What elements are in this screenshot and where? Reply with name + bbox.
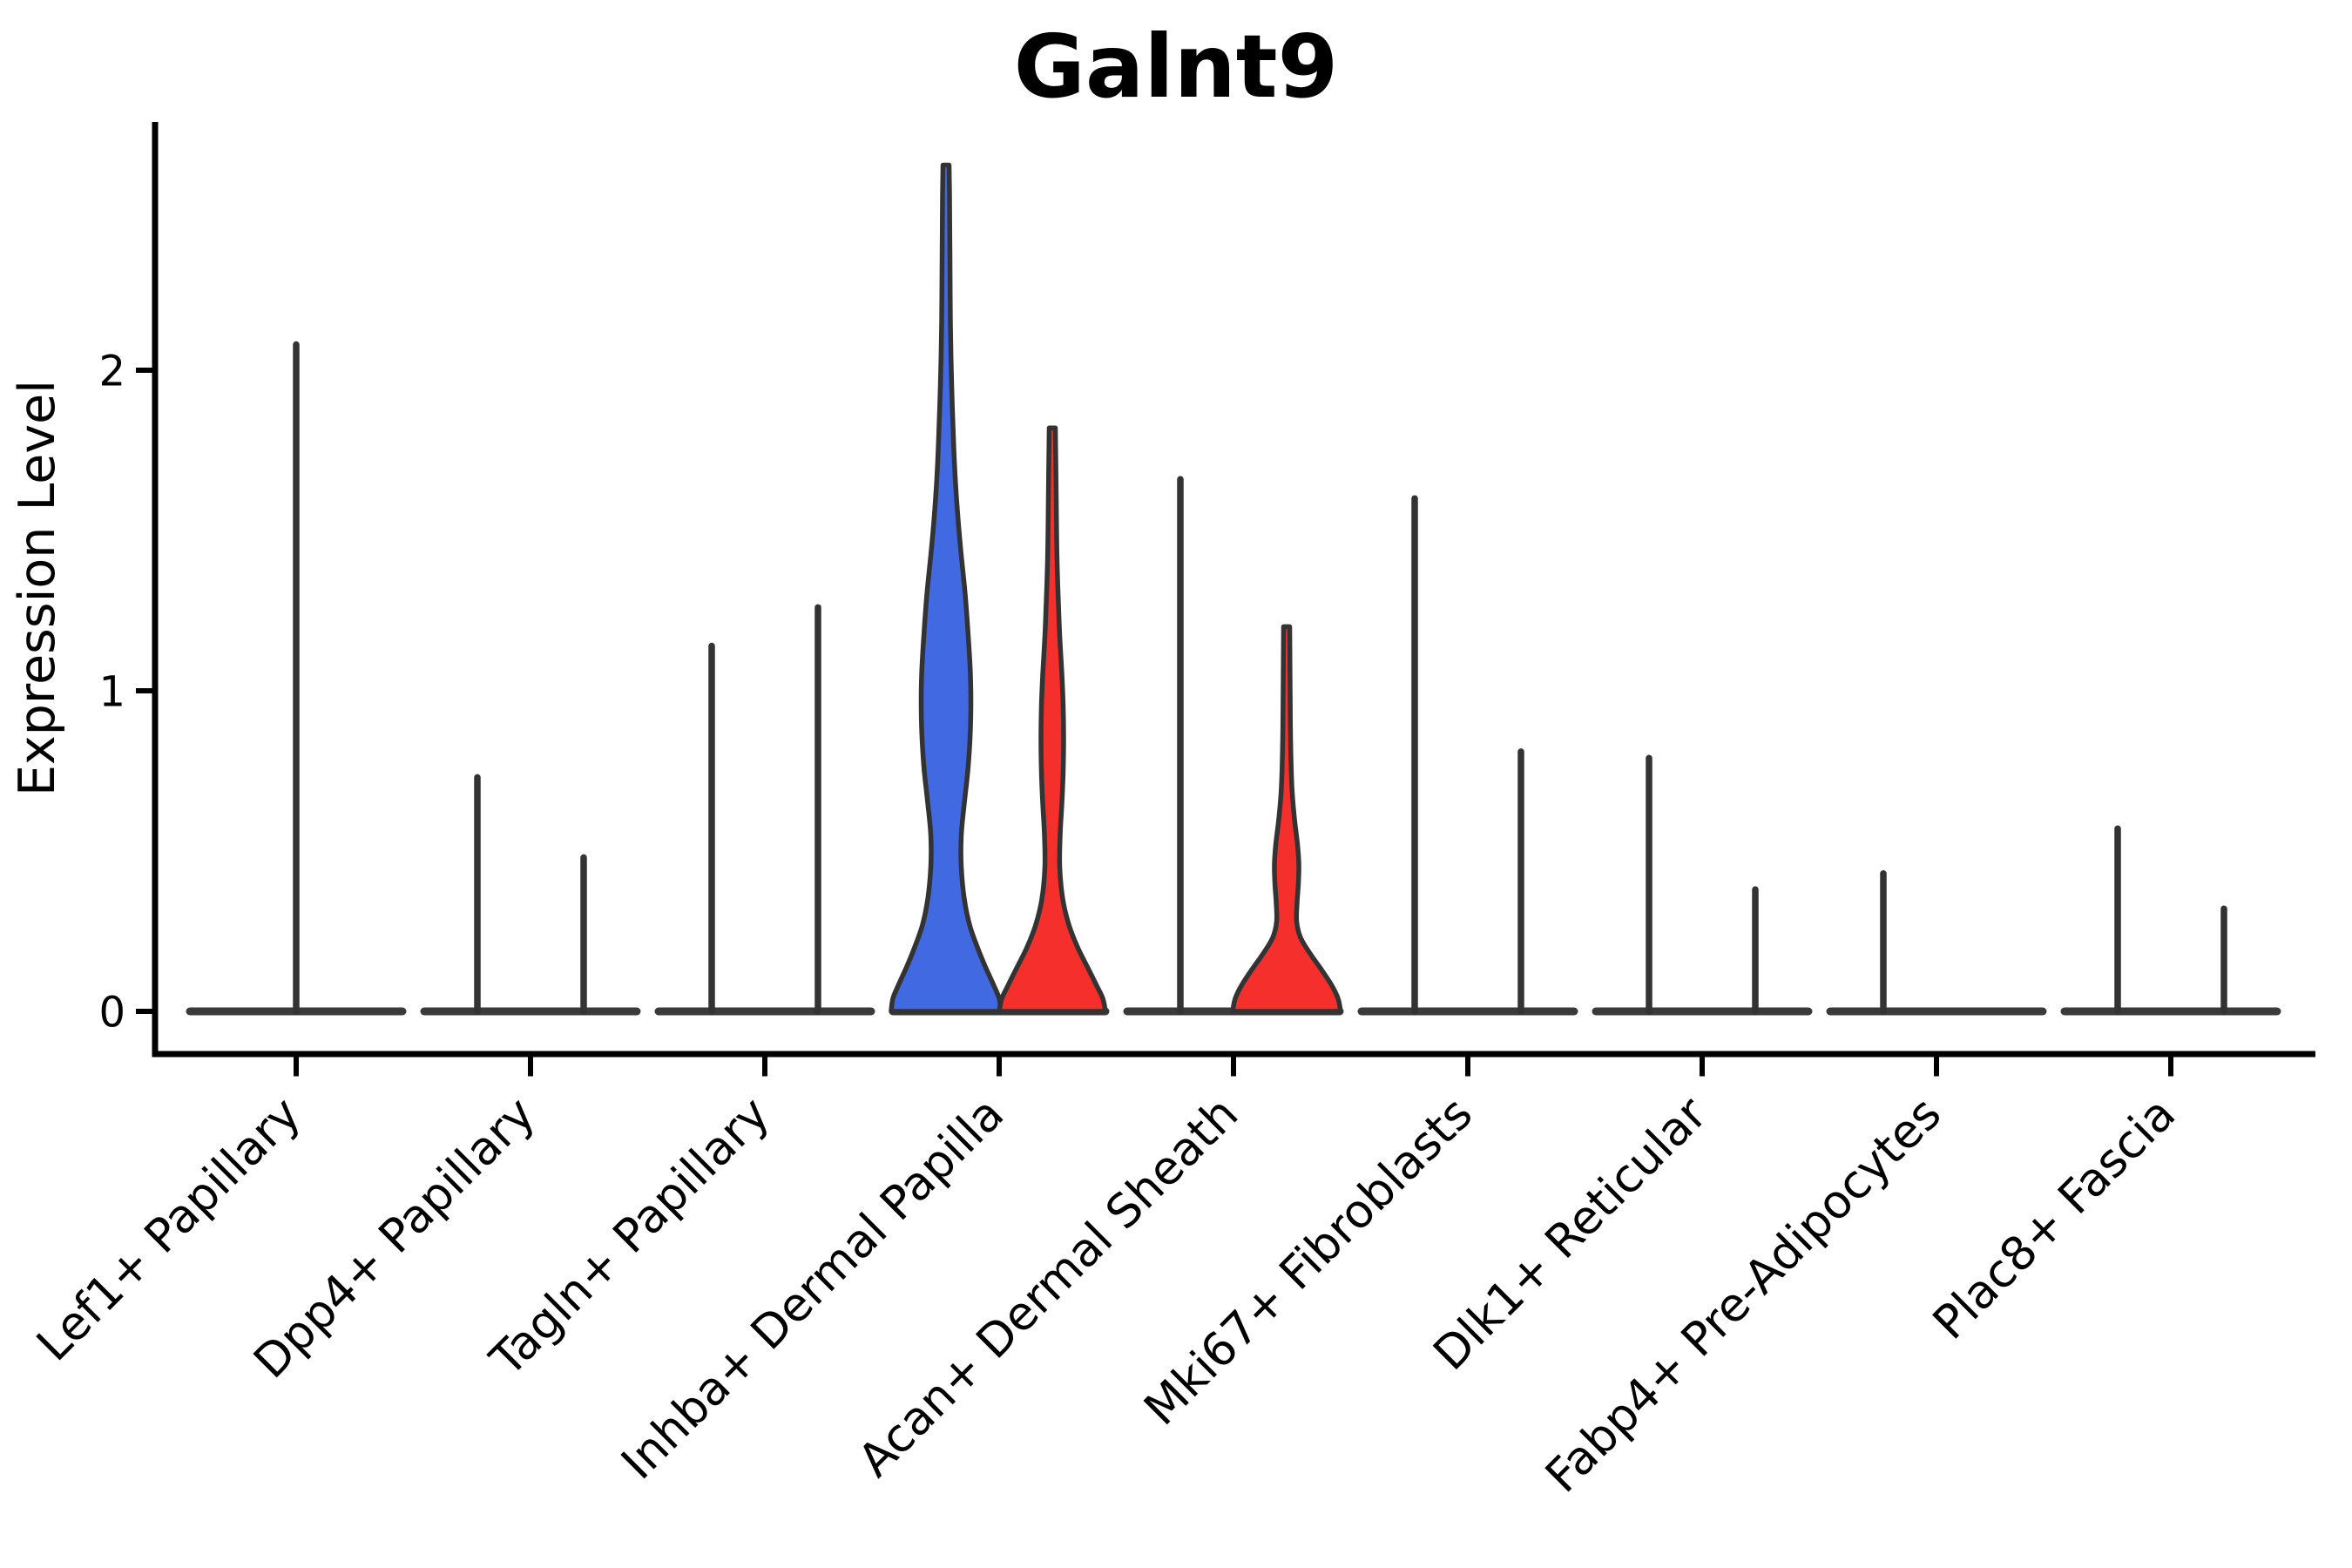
- violin-red: [1230, 624, 1343, 1014]
- y-tick-label: 2: [98, 347, 125, 395]
- x-tick-label: Acan+ Dermal Sheath: [848, 1087, 1248, 1487]
- y-tick-label: 0: [98, 988, 125, 1037]
- y-axis-label: Expression Level: [9, 380, 66, 796]
- chart-title: Galnt9: [1013, 16, 1339, 118]
- violin-red: [997, 425, 1108, 1014]
- x-tick-label: Inhba+ Dermal Papilla: [612, 1087, 1014, 1490]
- violin-blue: [889, 162, 1004, 1014]
- x-tick-label: Fabp4+ Pre-Adipocytes: [1536, 1087, 1951, 1503]
- y-tick-label: 1: [98, 667, 125, 716]
- x-tick-label: Plac8+ Fascia: [1923, 1087, 2186, 1349]
